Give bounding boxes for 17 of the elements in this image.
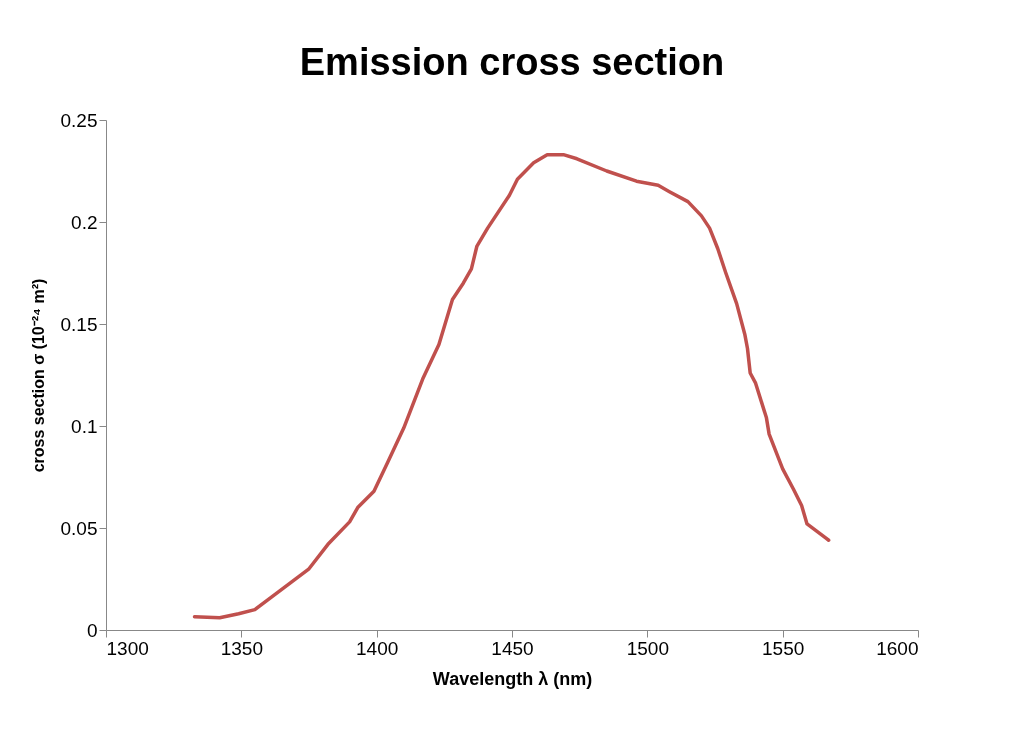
y-tick-label: 0 bbox=[86, 619, 98, 641]
y-tick-label: 0.1 bbox=[71, 415, 98, 437]
x-tick-label: 1350 bbox=[220, 637, 263, 659]
y-tick-label: 0.2 bbox=[71, 211, 98, 233]
x-tick-label: 1450 bbox=[491, 637, 534, 659]
y-tick-label: 0.15 bbox=[60, 313, 98, 335]
y-tick-label: 0.25 bbox=[60, 109, 98, 131]
x-tick-label: 1550 bbox=[762, 637, 805, 659]
line-series bbox=[192, 152, 831, 620]
x-tick-label: 1500 bbox=[626, 637, 669, 659]
x-tick-label: 1400 bbox=[356, 637, 399, 659]
x-tick-label: 1300 bbox=[106, 637, 149, 659]
x-tick-label: 1600 bbox=[876, 637, 919, 659]
y-tick-label: 0.05 bbox=[60, 517, 98, 539]
x-axis-title: Wavelength λ (nm) bbox=[432, 668, 593, 689]
y-axis-title: cross section σ (10⁻²⁴ m²) bbox=[29, 278, 47, 473]
chart-title: Emission cross section bbox=[299, 41, 725, 83]
